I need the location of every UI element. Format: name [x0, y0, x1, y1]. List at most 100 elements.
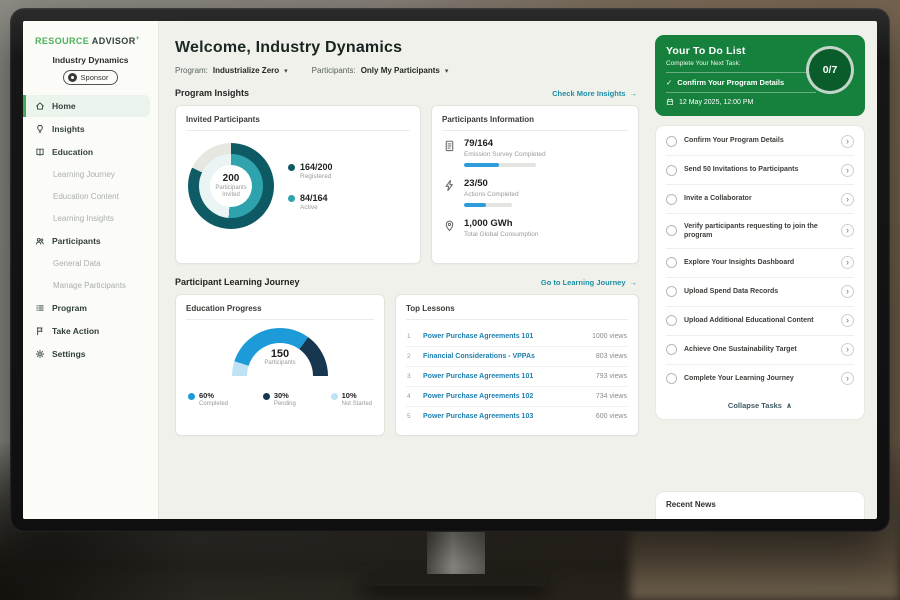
program-dropdown-label: Program: — [175, 66, 208, 75]
task-row[interactable]: Achieve One Sustainability Target › — [666, 336, 854, 365]
learning-journey-header: Participant Learning Journey Go to Learn… — [175, 277, 637, 287]
sidebar-item-manage-participants[interactable]: Manage Participants — [53, 281, 126, 290]
legend-item-registered: 164/200 Registered — [288, 162, 333, 180]
lesson-link[interactable]: Power Purchase Agreements 103 — [423, 413, 534, 420]
sidebar-item-participants[interactable]: Participants — [23, 230, 158, 252]
legend-dot — [288, 194, 295, 202]
sponsor-label: Sponsor — [80, 73, 109, 82]
sidebar-item-home[interactable]: Home — [23, 95, 150, 117]
task-checkbox[interactable] — [666, 315, 677, 327]
sponsor-badge[interactable]: Sponsor — [62, 70, 119, 85]
list-icon — [36, 305, 44, 311]
insights-cards-row: Invited Participants 200 Participants In… — [175, 105, 639, 264]
task-checkbox[interactable] — [666, 286, 677, 298]
chevron-right-icon[interactable]: › — [841, 372, 854, 386]
task-row[interactable]: Verify participants requesting to join t… — [666, 214, 854, 249]
arrow-right-icon: → — [629, 88, 638, 98]
sidebar-item-program[interactable]: Program — [23, 297, 158, 319]
progress-fill — [464, 203, 487, 207]
sidebar-item-general-data[interactable]: General Data — [53, 259, 101, 268]
chevron-right-icon[interactable]: › — [841, 163, 854, 177]
sidebar-item-settings[interactable]: Settings — [23, 343, 158, 365]
emission-progress-bar — [464, 163, 536, 167]
lesson-link[interactable]: Power Purchase Agreements 101 — [423, 333, 534, 340]
task-checkbox[interactable] — [666, 373, 677, 385]
task-row[interactable]: Confirm Your Program Details › — [666, 127, 854, 156]
task-checkbox[interactable] — [666, 135, 677, 147]
participants-dropdown-label: Participants: — [311, 66, 356, 75]
lesson-row[interactable]: 4 Power Purchase Agreements 102 734 view… — [406, 387, 628, 407]
lesson-link[interactable]: Power Purchase Agreements 101 — [423, 373, 534, 380]
sidebar-item-learning-journey[interactable]: Learning Journey — [53, 170, 115, 179]
bolt-icon — [443, 178, 456, 207]
legend-dot — [330, 393, 338, 400]
monitor-stand-base — [362, 574, 548, 586]
task-row[interactable]: Upload Additional Educational Content › — [666, 307, 854, 336]
participants-dropdown-value: Only My Participants — [360, 66, 440, 75]
task-row[interactable]: Explore Your Insights Dashboard › — [666, 249, 854, 278]
participants-information-title: Participants Information — [442, 115, 628, 131]
todo-next-time: 12 May 2025, 12:00 PM — [666, 98, 854, 106]
todo-next-task[interactable]: ✓ Confirm Your Program Details — [666, 72, 816, 93]
home-icon — [36, 102, 44, 110]
actions-progress-bar — [464, 203, 512, 207]
todo-subtitle: Complete Your Next Task: — [666, 60, 741, 67]
legend-item-not-started: 10% Not Started — [330, 391, 372, 407]
task-checkbox[interactable] — [666, 164, 677, 176]
chevron-right-icon[interactable]: › — [841, 285, 854, 299]
sidebar-item-learning-insights[interactable]: Learning Insights — [53, 214, 114, 223]
lesson-link[interactable]: Financial Considerations - VPPAs — [423, 353, 535, 360]
lesson-row[interactable]: 3 Power Purchase Agreements 101 793 view… — [406, 367, 628, 387]
sidebar-item-take-action[interactable]: Take Action — [23, 320, 158, 342]
task-row[interactable]: Send 50 Invitations to Participants › — [666, 156, 854, 185]
chevron-down-icon: ▾ — [284, 67, 288, 75]
collapse-tasks-link[interactable]: Collapse Tasks ∧ — [727, 400, 793, 410]
sidebar-item-education-content[interactable]: Education Content — [53, 192, 119, 201]
task-row[interactable]: Invite a Collaborator › — [666, 185, 854, 214]
invited-legend: 164/200 Registered 84/164 Active — [288, 162, 333, 211]
todo-title: Your To Do List — [666, 45, 746, 57]
monitor-bezel: RESOURCE ADVISOR+ Industry Dynamics Spon… — [10, 8, 890, 532]
chevron-right-icon[interactable]: › — [841, 343, 854, 357]
learning-cards-row: Education Progress 150 Participants — [175, 294, 639, 436]
lesson-row[interactable]: 5 Power Purchase Agreements 103 600 view… — [407, 413, 627, 420]
go-to-learning-journey-link[interactable]: Go to Learning Journey → — [540, 277, 637, 287]
lesson-link[interactable]: Power Purchase Agreements 102 — [423, 393, 534, 400]
lightbulb-icon — [37, 124, 43, 133]
sidebar-item-insights[interactable]: Insights — [23, 118, 158, 140]
sidebar-item-education[interactable]: Education — [23, 141, 158, 163]
chevron-right-icon[interactable]: › — [841, 192, 854, 206]
lesson-row[interactable]: 2 Financial Considerations - VPPAs 803 v… — [406, 347, 628, 367]
chevron-right-icon[interactable]: › — [841, 134, 854, 148]
chevron-right-icon[interactable]: › — [841, 256, 854, 270]
flag-icon — [37, 327, 43, 336]
task-list-card: Confirm Your Program Details › Send 50 I… — [655, 125, 865, 420]
invited-donut-center: 200 Participants Invited — [210, 165, 252, 207]
org-name: Industry Dynamics — [52, 55, 129, 65]
logo-advisor: ADVISOR — [91, 36, 136, 46]
task-checkbox[interactable] — [666, 344, 677, 356]
clipboard-icon — [443, 138, 456, 167]
collapse-caret-icon: ∧ — [785, 400, 793, 410]
top-lessons-title: Top Lessons — [406, 304, 628, 320]
program-dropdown-value: Industrialize Zero — [212, 66, 280, 75]
task-checkbox[interactable] — [666, 193, 677, 205]
invited-donut: 200 Participants Invited — [188, 143, 274, 229]
chevron-right-icon[interactable]: › — [841, 314, 854, 328]
task-row[interactable]: Complete Your Learning Journey › — [666, 365, 854, 393]
program-dropdown[interactable]: Program: Industrialize Zero ▾ — [175, 66, 288, 75]
book-icon — [36, 148, 44, 156]
task-checkbox[interactable] — [666, 257, 677, 269]
legend-dot — [288, 163, 295, 171]
participants-dropdown[interactable]: Participants: Only My Participants ▾ — [312, 66, 449, 75]
chevron-right-icon[interactable]: › — [841, 224, 854, 238]
top-lessons-card: Top Lessons 1 Power Purchase Agreements … — [395, 294, 639, 436]
check-more-insights-link[interactable]: Check More Insights → — [552, 88, 638, 98]
task-checkbox[interactable] — [666, 225, 677, 237]
todo-summary-card: 0/7 Your To Do List Complete Your Next T… — [655, 35, 865, 116]
filter-bar: Program: Industrialize Zero ▾ Participan… — [175, 66, 639, 75]
task-row[interactable]: Upload Spend Data Records › — [666, 278, 854, 307]
lesson-row[interactable]: 1 Power Purchase Agreements 101 1000 vie… — [406, 327, 628, 347]
info-row-actions: 23/50 Actions Completed — [443, 178, 628, 207]
recent-news-header[interactable]: Recent News — [655, 491, 865, 519]
